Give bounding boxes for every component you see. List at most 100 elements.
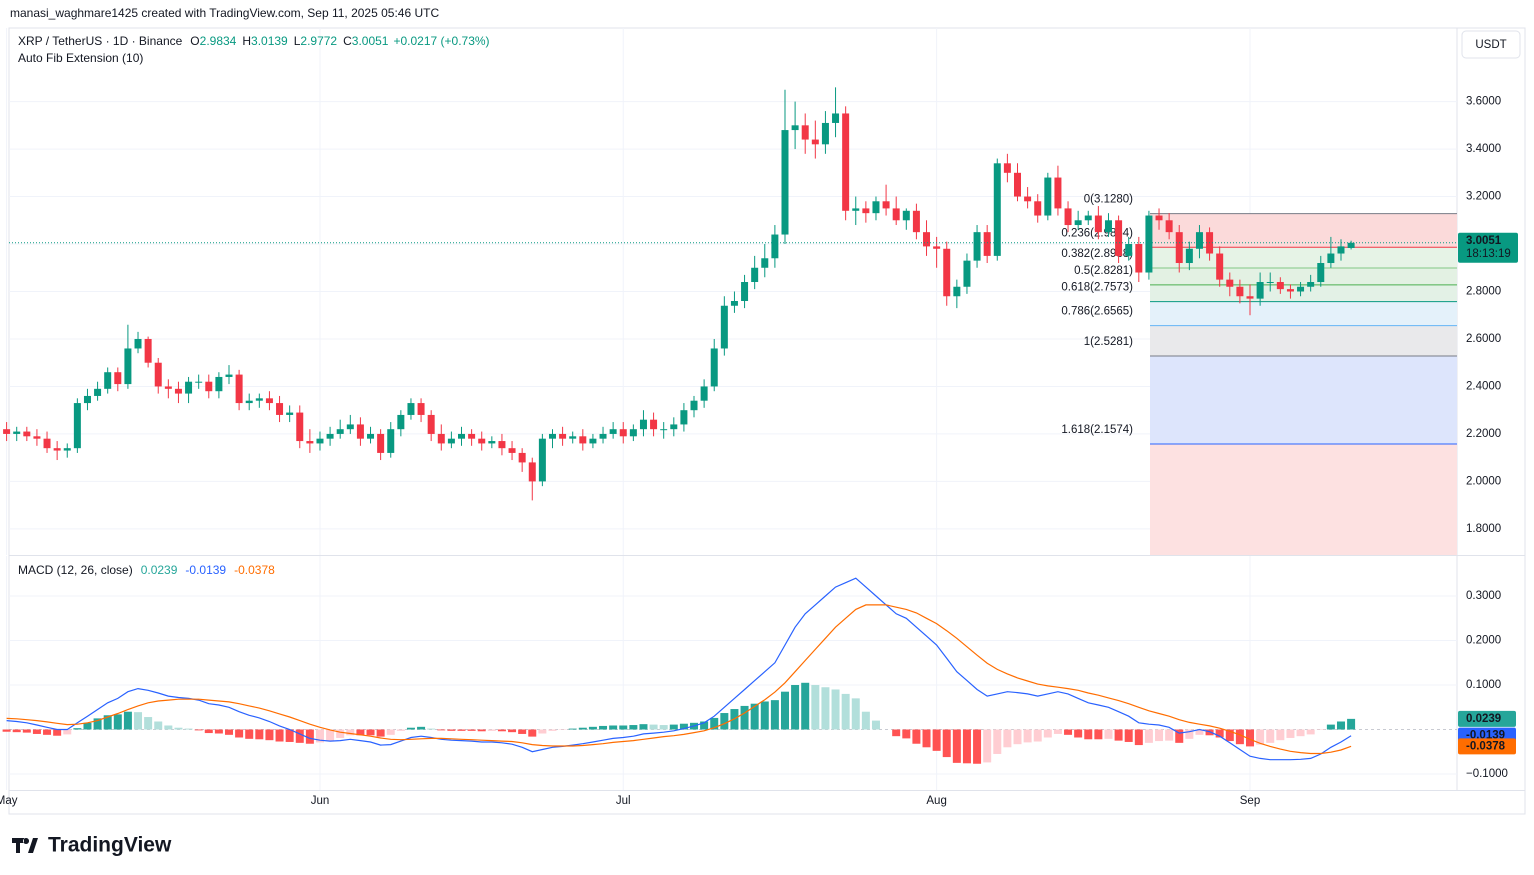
candle-body (3, 429, 11, 434)
histogram-bar (1053, 729, 1062, 734)
legend-value: -0.0378 (234, 563, 275, 577)
histogram-bar (437, 729, 446, 731)
candle-body (811, 139, 819, 145)
histogram-bar (376, 729, 385, 737)
credit: manasi_waghmare1425 created with Trading… (10, 6, 439, 20)
candle-body (498, 441, 506, 449)
candle-body (23, 431, 31, 437)
fib-label: 0.618(2.7573) (1061, 282, 1133, 294)
y-tick-label: 2.8000 (1466, 286, 1501, 298)
candle-body (791, 125, 799, 131)
histogram-bar (427, 728, 436, 730)
candle-body (397, 414, 405, 430)
candle-body (1175, 232, 1183, 264)
currency-button[interactable] (1461, 30, 1521, 59)
ohlc-value: 3.0139 (251, 34, 288, 48)
histogram-bar (53, 729, 62, 736)
fib-label: 0.5(2.8281) (1074, 265, 1133, 277)
candle-body (377, 433, 385, 453)
candle-body (427, 414, 435, 434)
candle-body (730, 300, 738, 306)
candle-body (690, 400, 698, 411)
candle-body (973, 232, 981, 261)
symbol: XRP / TetherUS · 1D · Binance (18, 34, 183, 48)
histogram-bar (619, 725, 628, 730)
candle-body (124, 348, 132, 385)
candle-body (700, 386, 708, 401)
histogram-bar (578, 727, 587, 730)
candle-body (33, 436, 41, 439)
histogram-bar (942, 729, 951, 758)
histogram-bar (599, 725, 608, 730)
ohlc-key: O (190, 34, 199, 48)
value-box (1458, 738, 1516, 755)
logo-text: TradingView (48, 834, 172, 857)
fib-zone (1150, 325, 1457, 357)
histogram-bar (1144, 729, 1153, 743)
candle-body (680, 410, 688, 425)
candle-body (842, 113, 850, 211)
candle-body (114, 372, 122, 385)
candle-body (417, 403, 425, 415)
candle-body (609, 429, 617, 434)
candle-body (1297, 286, 1305, 292)
candle-body (458, 433, 466, 439)
histogram-bar (811, 685, 820, 730)
candle-body (488, 441, 496, 444)
histogram-bar (1114, 729, 1123, 741)
candle-body (943, 248, 951, 297)
histogram-bar (700, 721, 709, 730)
ohlc-value: 3.0051 (352, 34, 389, 48)
histogram-bar (750, 703, 759, 730)
ohlc-value: 2.9834 (200, 34, 237, 48)
histogram-bar (43, 729, 52, 735)
histogram-bar (821, 687, 830, 730)
candle-body (245, 400, 253, 404)
candle-body (1003, 163, 1011, 173)
histogram-bar (740, 705, 749, 730)
histogram-bar (1074, 729, 1083, 738)
histogram-bar (1276, 729, 1285, 741)
y-tick-label: 3.2000 (1466, 191, 1501, 203)
candle-body (164, 386, 172, 389)
candle-body (892, 208, 900, 221)
candle-body (862, 208, 870, 214)
candle-body (1337, 246, 1345, 254)
candle-body (1094, 215, 1102, 233)
macd-line (6, 604, 1352, 755)
candle-body (326, 433, 334, 439)
candle-body (447, 438, 455, 444)
candle-body (1276, 282, 1284, 290)
histogram-bar (22, 729, 31, 733)
histogram-bar (1326, 724, 1335, 730)
candle-body (336, 429, 344, 434)
y-tick-label: −0.1000 (1466, 768, 1508, 780)
candle-body (761, 258, 769, 268)
candle-body (741, 282, 749, 301)
histogram-bar (346, 729, 355, 736)
candle-body (73, 403, 81, 449)
histogram-bar (406, 727, 415, 730)
candle-body (205, 381, 213, 392)
y-tick-label: 0.3000 (1466, 590, 1501, 602)
candle-body (387, 429, 395, 453)
candle-body (235, 374, 243, 404)
histogram-bar (1104, 729, 1113, 739)
histogram-bar (417, 726, 426, 730)
candle-body (1145, 215, 1153, 273)
histogram-bar (629, 725, 638, 730)
candle-body (296, 412, 304, 442)
candle-body (1286, 289, 1294, 292)
fib-label: 1(2.5281) (1084, 336, 1133, 348)
histogram-bar (609, 725, 618, 730)
candle-body (559, 433, 567, 439)
histogram-bar (1256, 729, 1265, 745)
histogram-bar (1084, 729, 1093, 740)
ohlc-value: 2.9772 (300, 34, 337, 48)
candle-body (1125, 244, 1133, 256)
candle-body (1266, 282, 1274, 284)
histogram-bar (235, 729, 244, 738)
fib-zone (1150, 268, 1457, 285)
histogram-bar (1246, 729, 1255, 747)
candle-body (548, 433, 556, 439)
